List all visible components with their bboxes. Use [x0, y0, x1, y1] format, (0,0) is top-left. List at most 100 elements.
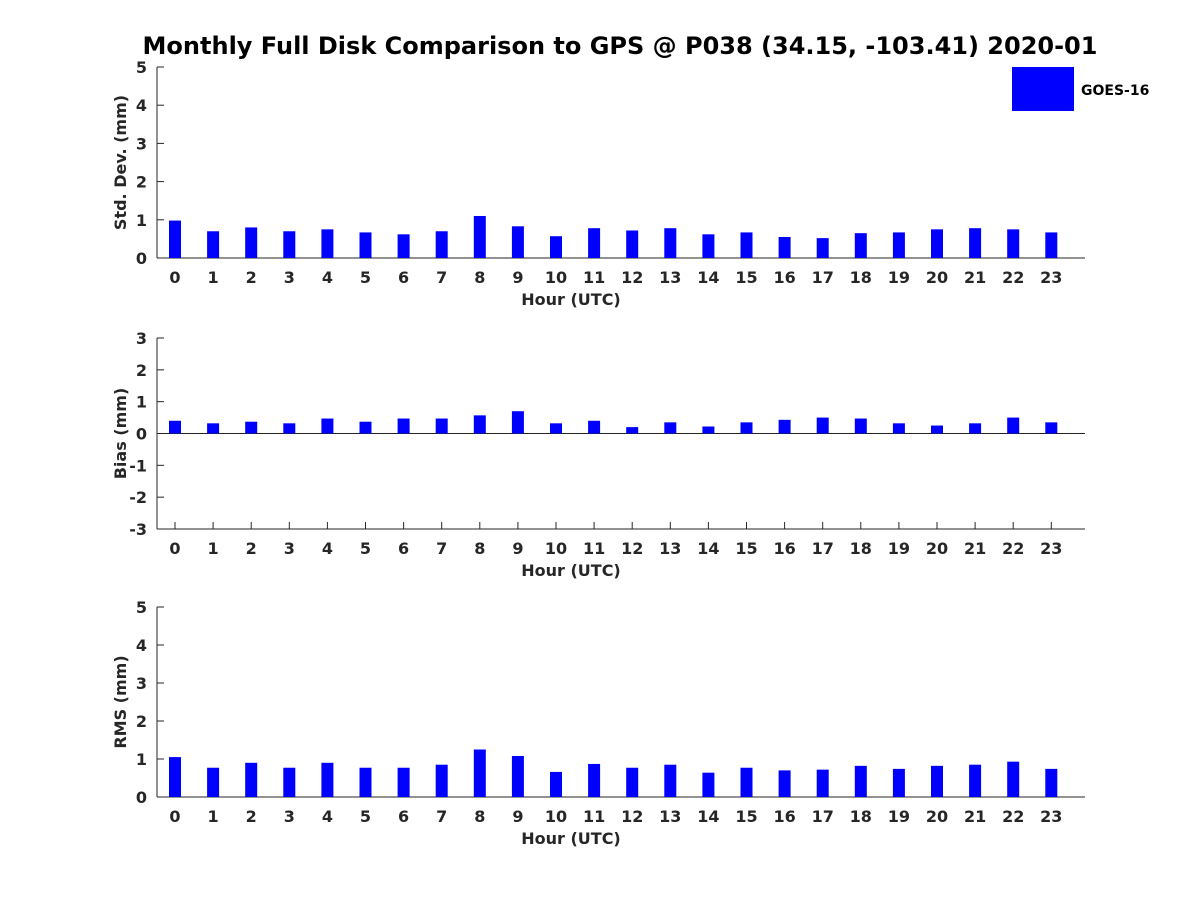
x-tick-label: 18	[850, 539, 872, 558]
chart-title: Monthly Full Disk Comparison to GPS @ P0…	[143, 32, 1098, 60]
x-tick-label: 18	[850, 807, 872, 826]
x-tick-label: 0	[169, 807, 180, 826]
bar-hour-1	[207, 231, 220, 258]
bar-hour-5	[359, 767, 372, 797]
x-tick-label: 0	[169, 539, 180, 558]
bar-hour-8	[473, 415, 486, 434]
bar-hour-15	[740, 767, 753, 797]
legend-label: GOES-16	[1081, 83, 1149, 99]
bar-hour-6	[397, 418, 410, 434]
y-tick-label: 1	[136, 393, 147, 412]
x-tick-label: 9	[512, 268, 523, 287]
x-tick-label: 5	[360, 807, 371, 826]
y-tick-label: 2	[136, 712, 147, 731]
bar-hour-20	[931, 425, 943, 434]
x-tick-label: 18	[850, 268, 872, 287]
x-tick-label: 4	[322, 539, 333, 558]
bar-hour-7	[435, 231, 448, 258]
x-tick-label: 12	[621, 539, 643, 558]
bar-hour-19	[892, 232, 905, 258]
x-tick-label: 9	[512, 807, 523, 826]
bar-hour-13	[664, 228, 677, 258]
bar-hour-23	[1045, 422, 1058, 434]
y-axis-label: RMS (mm)	[111, 655, 130, 748]
y-tick-label: -1	[129, 456, 147, 475]
x-tick-label: 16	[773, 807, 795, 826]
legend: GOES-16	[1012, 67, 1149, 111]
x-tick-label: 21	[964, 807, 986, 826]
x-tick-label: 23	[1040, 539, 1062, 558]
x-tick-label: 20	[926, 807, 948, 826]
bar-hour-1	[207, 767, 220, 797]
bar-hour-1	[207, 423, 220, 434]
bar-hour-0	[169, 220, 181, 258]
bar-hour-17	[816, 238, 829, 258]
x-tick-label: 17	[812, 807, 834, 826]
bar-hour-5	[359, 232, 372, 258]
bar-hour-2	[245, 762, 258, 797]
y-tick-label: -2	[129, 488, 147, 507]
y-tick-label: 2	[136, 173, 147, 192]
bar-hour-3	[283, 767, 296, 797]
y-tick-label: 1	[136, 211, 147, 230]
y-tick-label: 1	[136, 750, 147, 769]
x-tick-label: 8	[474, 539, 485, 558]
x-tick-label: 19	[888, 539, 910, 558]
x-tick-label: 12	[621, 268, 643, 287]
bar-hour-0	[169, 420, 181, 434]
x-tick-label: 22	[1002, 807, 1024, 826]
bar-hour-5	[359, 421, 372, 434]
x-tick-label: 17	[812, 268, 834, 287]
bar-hour-23	[1045, 768, 1058, 797]
bar-hour-14	[702, 234, 715, 258]
bar-hour-22	[1007, 417, 1020, 434]
bar-hour-17	[816, 769, 829, 797]
bar-hour-20	[931, 229, 943, 258]
bar-hour-12	[626, 767, 639, 797]
y-axis-label: Std. Dev. (mm)	[111, 95, 130, 230]
y-tick-label: 5	[136, 58, 147, 77]
x-tick-label: 11	[583, 807, 605, 826]
bar-hour-4	[321, 762, 334, 797]
bar-hour-3	[283, 423, 296, 434]
x-tick-label: 10	[545, 268, 567, 287]
x-tick-label: 7	[436, 539, 447, 558]
bar-hour-13	[664, 422, 677, 434]
bar-hour-11	[588, 228, 601, 258]
x-tick-label: 2	[246, 807, 257, 826]
x-tick-label: 13	[659, 539, 681, 558]
bar-hour-4	[321, 418, 334, 434]
bar-hour-8	[473, 215, 486, 258]
bar-hour-21	[969, 423, 982, 434]
x-tick-label: 1	[208, 268, 219, 287]
bar-hour-20	[931, 765, 943, 797]
bar-hour-9	[511, 226, 524, 258]
x-tick-label: 14	[697, 539, 719, 558]
y-tick-label: 0	[136, 788, 147, 807]
y-tick-label: 4	[136, 636, 147, 655]
x-tick-label: 22	[1002, 268, 1024, 287]
x-tick-label: 14	[697, 807, 719, 826]
bar-hour-11	[588, 420, 601, 434]
bar-hour-6	[397, 234, 410, 258]
legend-swatch	[1012, 67, 1074, 111]
x-tick-label: 19	[888, 807, 910, 826]
x-tick-label: 7	[436, 268, 447, 287]
x-tick-label: 9	[512, 539, 523, 558]
bar-hour-15	[740, 232, 753, 258]
x-tick-label: 8	[474, 268, 485, 287]
x-tick-label: 14	[697, 268, 719, 287]
x-tick-label: 10	[545, 807, 567, 826]
x-tick-label: 12	[621, 807, 643, 826]
x-axis-label: Hour (UTC)	[521, 561, 621, 580]
x-tick-label: 3	[284, 268, 295, 287]
x-tick-label: 4	[322, 268, 333, 287]
x-tick-label: 20	[926, 268, 948, 287]
x-tick-label: 16	[773, 539, 795, 558]
y-tick-label: -3	[129, 520, 147, 539]
bar-hour-17	[816, 417, 829, 434]
